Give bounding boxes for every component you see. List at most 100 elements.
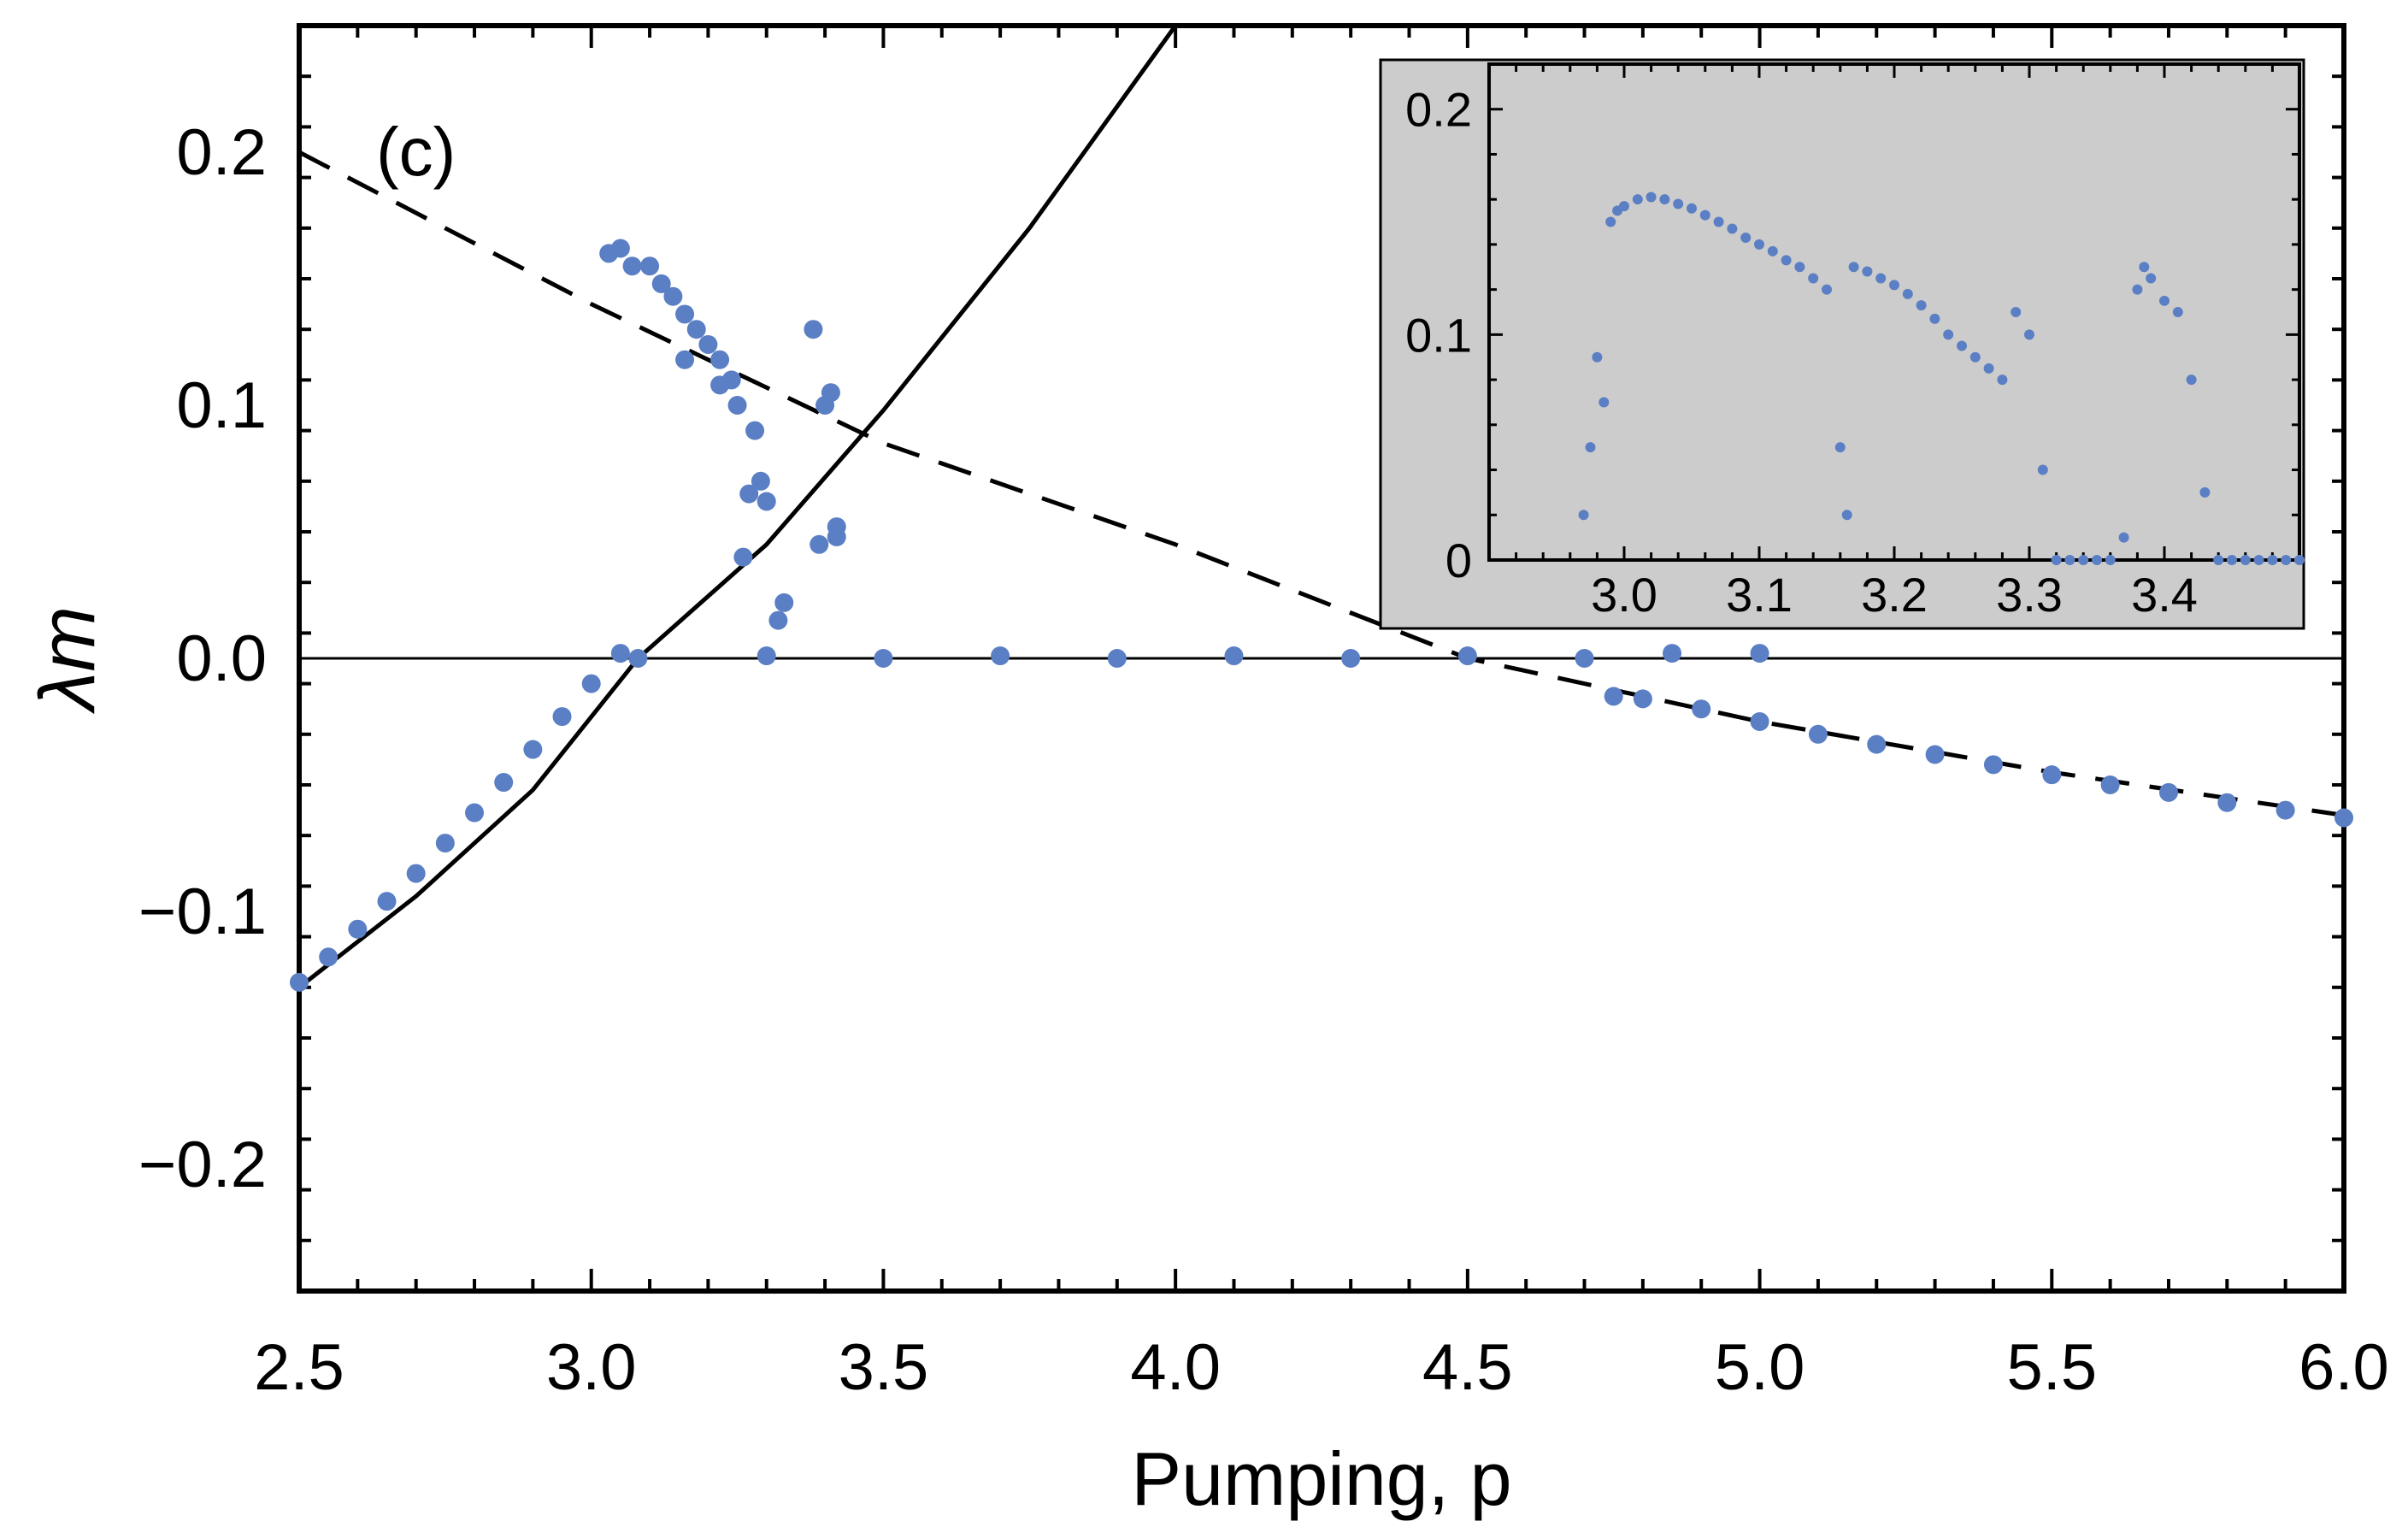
inset-background [1379, 58, 2305, 630]
data-point [1341, 649, 1361, 668]
y-tick-label: −0.1 [138, 876, 267, 948]
data-point [2158, 782, 2178, 802]
x-tick-label: 2.5 [254, 1331, 344, 1404]
data-point [698, 334, 718, 354]
data-point [2217, 793, 2237, 812]
reference-line-dashed [297, 150, 2345, 817]
data-point [745, 421, 765, 440]
main-plot: 2.5 3.0 3.5 4.0 4.5 5.0 5.5 6.0 −0.2 −0.1 0.0 0.1 0.… [24, 23, 2389, 1521]
data-point [739, 484, 759, 504]
inset-data-point [1969, 351, 1981, 363]
data-point [751, 471, 770, 491]
inset-data-point [1767, 245, 1778, 256]
data-point [768, 610, 788, 630]
data-point [435, 834, 455, 853]
data-point [640, 256, 660, 276]
data-point [1575, 649, 1594, 668]
data-point [622, 256, 642, 276]
data-point [710, 350, 730, 369]
inset-data-point [1997, 374, 2008, 386]
data-point [991, 646, 1010, 666]
data-point [727, 396, 747, 415]
data-point [874, 649, 893, 668]
data-point [610, 644, 630, 663]
data-point [804, 320, 823, 339]
data-point [1867, 734, 1887, 754]
inset-data-point [1619, 201, 1629, 212]
inset-data-point [2105, 555, 2116, 565]
inset-data-point [2146, 273, 2157, 284]
inset-data-point [1659, 194, 1670, 205]
inset-data-point [1808, 273, 1819, 284]
inset-data-point [1841, 510, 1852, 521]
inset-data-point [1713, 216, 1724, 227]
inset-data-point [1740, 233, 1752, 243]
inset-data-point [1957, 340, 1967, 351]
inset-data-point [2132, 284, 2143, 295]
inset-data-point [1673, 198, 1684, 209]
inset-data-point [2139, 262, 2150, 273]
inset-data-point [2092, 555, 2102, 565]
y-tick-label: 0.2 [176, 116, 267, 189]
data-point [774, 593, 794, 612]
inset-x-tick-label: 3.3 [1996, 568, 2063, 622]
data-point [1457, 646, 1477, 666]
inset-data-point [1632, 194, 1643, 205]
x-tick-label: 5.0 [1715, 1331, 1805, 1404]
data-point [406, 864, 426, 883]
inset-data-point [1929, 313, 1940, 324]
inset-data-point [1834, 442, 1846, 453]
inset-data-point [2294, 555, 2305, 565]
inset-data-point [2172, 307, 2183, 317]
inset-data-point [1848, 262, 1859, 273]
inset-data-point [2078, 555, 2089, 565]
data-point [757, 646, 776, 666]
inset-data-point [2064, 555, 2075, 565]
data-point [290, 972, 309, 992]
inset-data-point [2037, 464, 2048, 475]
inset-data-point [2240, 555, 2251, 565]
inset-data-point [2011, 307, 2022, 317]
data-point [581, 674, 601, 693]
inset-data-point [1585, 442, 1596, 453]
data-point [827, 517, 846, 537]
inset-data-point [1578, 510, 1589, 521]
x-axis-label: Pumping, p [1131, 1436, 1511, 1521]
inset-data-point [2227, 555, 2237, 565]
data-point [1224, 646, 1244, 666]
inset-y-tick-label: 0.2 [1405, 83, 1472, 137]
data-point [1808, 724, 1828, 744]
inset-data-point [1902, 288, 1913, 299]
data-point [2334, 808, 2353, 828]
inset-data-point [2186, 374, 2197, 386]
y-tick-label: 0.1 [176, 369, 267, 442]
data-point [1983, 755, 2003, 775]
inset-data-point [2253, 555, 2264, 565]
data-point [494, 773, 514, 793]
inset-data-point [2051, 555, 2062, 565]
inset-data-point [1889, 280, 1899, 291]
inset-data-point [1983, 363, 1994, 374]
panel-label: (c) [376, 114, 456, 190]
data-point [757, 492, 776, 511]
data-point [663, 286, 683, 306]
inset-data-point [1875, 273, 1887, 284]
inset-data-point [1916, 300, 1927, 311]
y-tick-label: −0.2 [138, 1129, 267, 1201]
inset-data-point [1781, 255, 1792, 266]
inset-data-point [1727, 223, 1738, 234]
inset-data-point [2199, 486, 2211, 498]
inset-data-point [1699, 209, 1710, 221]
inset-data-point [1754, 239, 1764, 250]
inset-x-tick-label: 3.0 [1591, 568, 1657, 622]
data-point [377, 892, 397, 911]
inset-x-tick-label: 3.2 [1861, 568, 1928, 622]
inset-data-point [2213, 555, 2224, 565]
data-point [710, 375, 730, 395]
inset-plot: 3.0 3.1 3.2 3.3 3.4 0 0.1 0.2 [1379, 58, 2305, 630]
inset-data-point [1794, 262, 1805, 273]
data-point [1925, 745, 1945, 764]
y-tick-label: 0.0 [176, 622, 267, 695]
inset-data-point [1605, 216, 1616, 227]
